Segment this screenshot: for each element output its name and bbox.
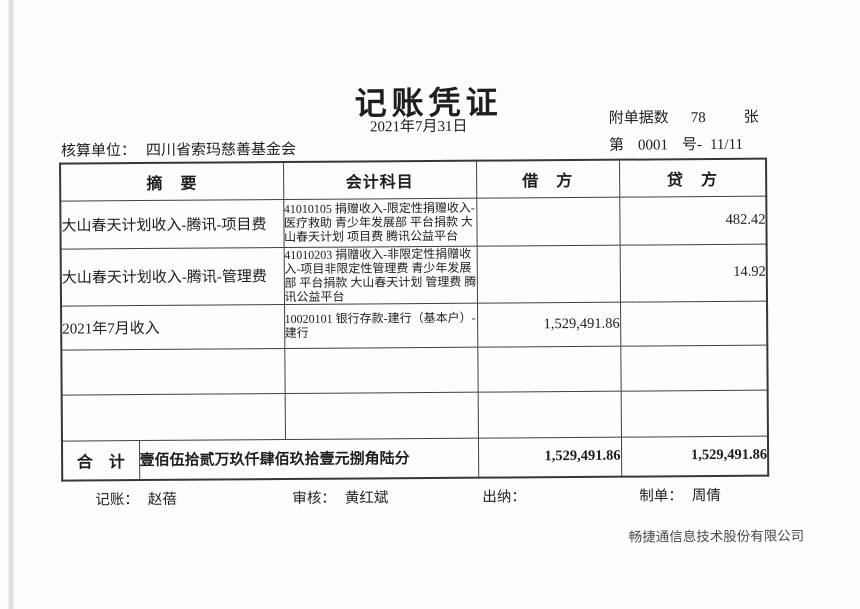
debit-cell	[476, 196, 620, 246]
bookkeeper-name: 赵蓓	[147, 491, 177, 508]
attachment-count-unit: 张	[743, 109, 759, 126]
bookkeeper-label: 记账：	[95, 492, 139, 509]
account-cell	[284, 346, 478, 394]
total-row: 合 计 壹佰伍拾贰万玖仟肆佰玖拾壹元捌角陆分 1,529,491.86 1,52…	[61, 435, 769, 481]
voucher-number-value: 0001	[637, 137, 668, 154]
accounting-unit-name: 四川省索玛慈善基金会	[145, 141, 297, 159]
preparer-label: 制单：	[639, 488, 683, 505]
reviewer-label: 审核：	[292, 490, 336, 507]
cashier-label: 出纳：	[482, 489, 526, 506]
signature-line: 记账： 赵蓓 审核： 黄红斌 出纳： 制单： 周倩	[1, 483, 860, 509]
accounting-unit-line: 核算单位： 四川省索玛慈善基金会	[61, 138, 296, 161]
bookkeeper-signature: 记账： 赵蓓	[95, 488, 177, 510]
account-cell	[284, 391, 478, 440]
attachment-count-label: 附单据数	[608, 110, 669, 127]
preparer-name: 周倩	[691, 487, 721, 505]
software-vendor-name: 畅捷通信息技术股份有限公司	[628, 528, 805, 545]
attachment-count-line: 附单据数 78 张	[609, 106, 769, 128]
table-header-row: 摘 要 会计科目 借 方 贷 方	[60, 158, 767, 201]
credit-cell	[620, 300, 768, 346]
credit-cell	[620, 389, 768, 437]
summary-cell: 大山春天计划收入-腾讯-管理费	[60, 247, 285, 306]
scan-edge-shadow	[7, 0, 15, 609]
table-row: 大山春天计划收入-腾讯-管理费 41010203 捐赠收入-非限定性捐赠收入-项…	[60, 243, 768, 306]
summary-cell: 2021年7月收入	[61, 304, 285, 350]
debit-cell	[477, 390, 621, 438]
summary-cell	[61, 348, 285, 395]
account-cell: 10020101 银行存款-建行（基本户）-建行	[284, 302, 478, 349]
table-row: 2021年7月收入 10020101 银行存款-建行（基本户）-建行 1,529…	[61, 300, 768, 350]
header-debit: 借 方	[476, 159, 620, 198]
account-cell: 41010105 捐赠收入-限定性捐赠收入-医疗救助 青少年发展部 平台捐款 大…	[283, 197, 477, 248]
total-credit-cell: 1,529,491.86	[620, 435, 769, 477]
summary-cell	[61, 393, 285, 441]
total-label-cell: 合 计	[61, 440, 140, 481]
credit-cell	[620, 344, 768, 391]
voucher-number-suffix: 号-	[681, 137, 702, 154]
voucher-table: 摘 要 会计科目 借 方 贷 方 大山春天计划收入-腾讯-项目费 4101010…	[59, 157, 770, 482]
credit-cell: 482.42	[619, 195, 767, 245]
debit-cell: 1,529,491.86	[477, 301, 621, 347]
preparer-signature: 制单： 周倩	[639, 484, 721, 506]
voucher-number-prefix: 第	[608, 137, 624, 154]
summary-cell: 大山春天计划收入-腾讯-项目费	[60, 199, 284, 249]
debit-cell	[476, 244, 621, 303]
attachment-count-value: 78	[690, 110, 706, 127]
header-account: 会计科目	[283, 160, 477, 200]
amount-in-words-cell: 壹佰伍拾贰万玖仟肆佰玖拾壹元捌角陆分	[138, 437, 479, 481]
header-summary: 摘 要	[60, 162, 284, 201]
reviewer-name: 黄红斌	[344, 490, 389, 507]
table-row	[61, 344, 768, 395]
voucher-meta: 附单据数 78 张 第 0001 号- 11/11	[609, 106, 769, 161]
reviewer-signature: 审核： 黄红斌	[292, 486, 388, 508]
credit-cell: 14.92	[619, 243, 768, 302]
table-row: 大山春天计划收入-腾讯-项目费 41010105 捐赠收入-限定性捐赠收入-医疗…	[60, 195, 767, 249]
voucher-page-indicator: 11/11	[709, 136, 744, 154]
accounting-unit-label: 核算单位：	[60, 143, 137, 160]
cashier-signature: 出纳：	[482, 485, 535, 506]
voucher-number-line: 第 0001 号- 11/11	[609, 133, 769, 155]
debit-cell	[477, 345, 621, 392]
table-row	[61, 389, 768, 441]
total-debit-cell: 1,529,491.86	[477, 436, 622, 478]
header-credit: 贷 方	[619, 158, 767, 197]
account-cell: 41010203 捐赠收入-非限定性捐赠收入-项目非限定性管理费 青少年发展部 …	[283, 245, 478, 305]
